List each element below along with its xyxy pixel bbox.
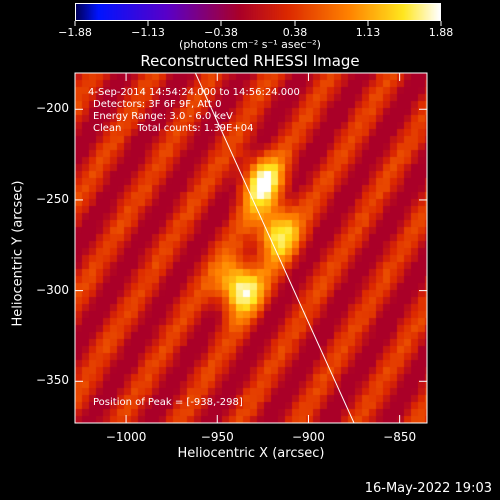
x-tick-label: −850 bbox=[383, 430, 417, 444]
solar-limb-line bbox=[194, 72, 355, 424]
x-tick-label: −1000 bbox=[105, 430, 147, 444]
annotation-energy: Energy Range: 3.0 - 6.0 keV bbox=[93, 111, 233, 122]
y-tick-label: −200 bbox=[36, 101, 69, 116]
y-axis-label: Heliocentric Y (arcsec) bbox=[10, 180, 26, 327]
annotation-counts: Clean Total counts: 1.39E+04 bbox=[93, 123, 254, 134]
colorbar-tick-label: −1.88 bbox=[58, 26, 92, 39]
peak-position-label: Position of Peak = [-938,-298] bbox=[93, 397, 243, 408]
colorbar-tick-label: −1.13 bbox=[131, 26, 165, 39]
x-axis-label: Heliocentric X (arcsec) bbox=[177, 446, 325, 461]
colorbar bbox=[75, 3, 441, 21]
colorbar-tick-label: −0.38 bbox=[204, 26, 238, 39]
colorbar-units: (photons cm⁻² s⁻¹ asec⁻²) bbox=[179, 38, 321, 51]
y-tick-label: −350 bbox=[36, 373, 69, 388]
y-tick-label: −300 bbox=[36, 282, 69, 297]
colorbar-tick-label: 0.38 bbox=[282, 26, 308, 39]
colorbar-tick-label: 1.88 bbox=[428, 26, 454, 39]
x-tick-label: −950 bbox=[200, 430, 234, 444]
annotation-detectors: Detectors: 3F 6F 9F, Att 0 bbox=[93, 99, 222, 110]
y-tick-label: −250 bbox=[36, 191, 69, 206]
x-tick-label: −900 bbox=[291, 430, 325, 444]
colorbar-tick-label: 1.13 bbox=[355, 26, 381, 39]
annotation-time: 4-Sep-2014 14:54:24.000 to 14:56:24.000 bbox=[88, 87, 300, 98]
heatmap-image bbox=[75, 73, 427, 423]
chart-title: Reconstructed RHESSI Image bbox=[140, 52, 360, 70]
plot-frame bbox=[74, 72, 428, 424]
footer-timestamp: 16-May-2022 19:03 bbox=[364, 481, 492, 496]
